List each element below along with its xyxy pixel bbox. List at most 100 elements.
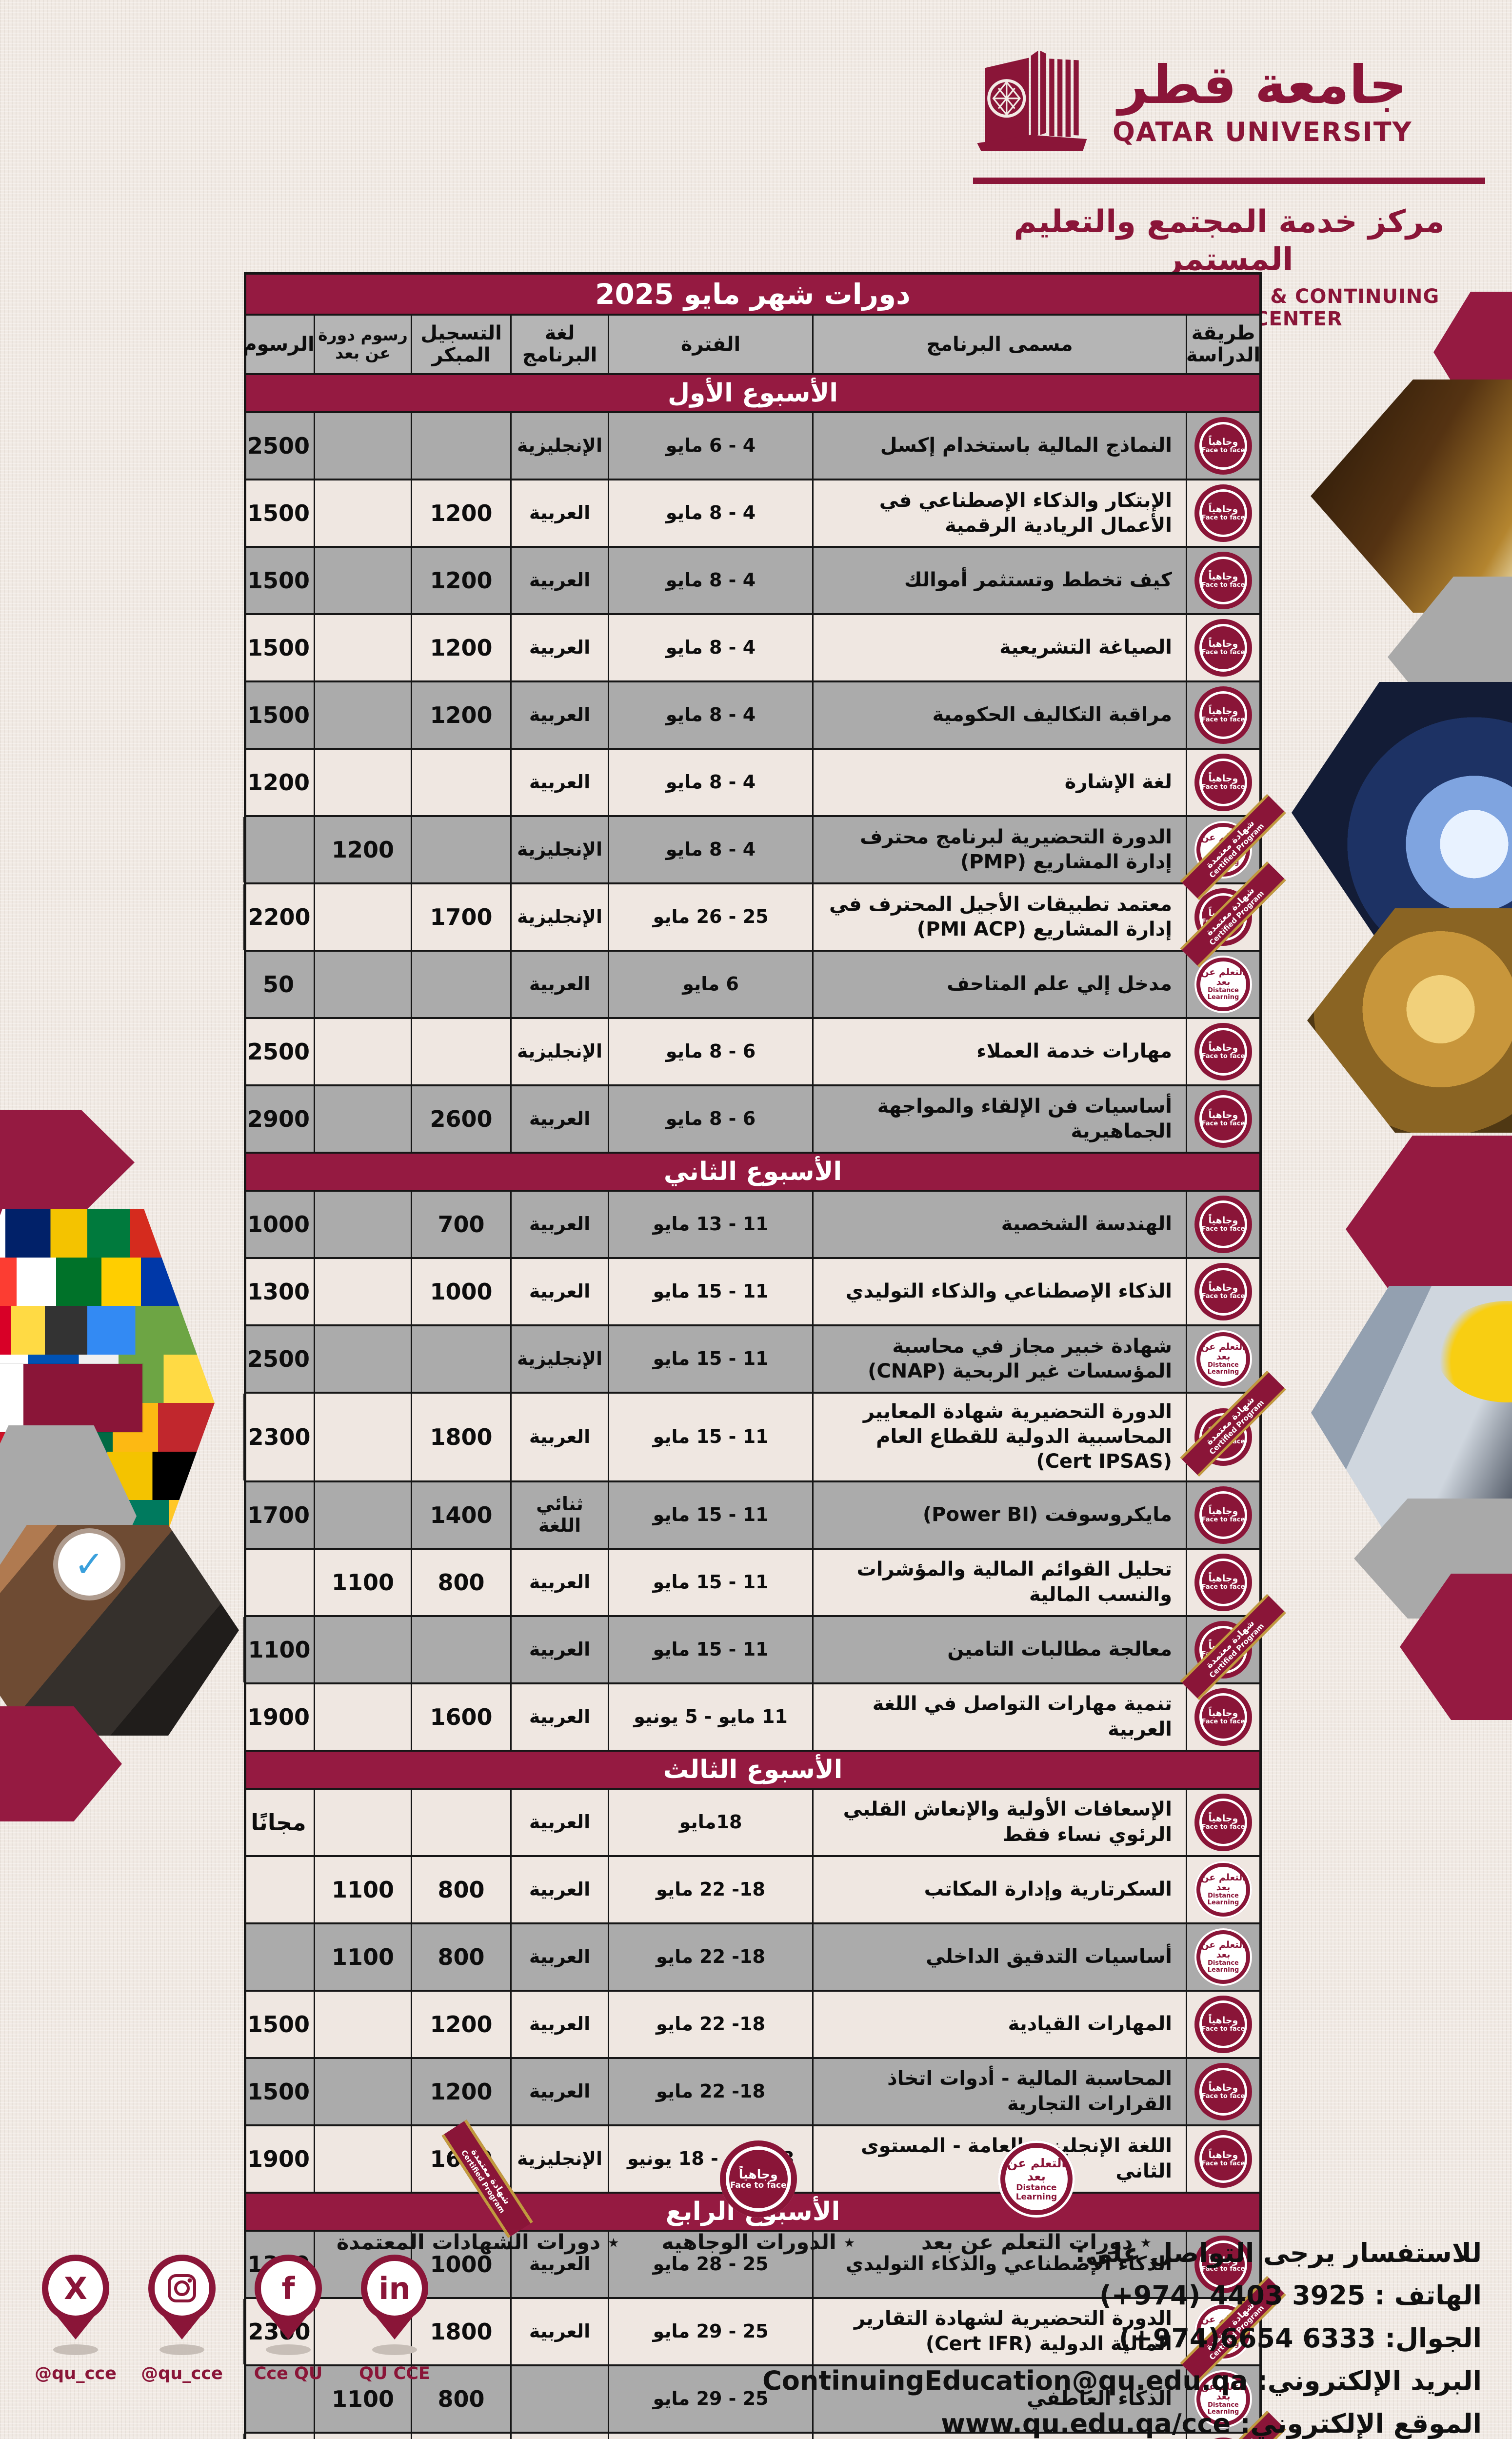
program-name: شهادة خبير مجاز في محاسبة المؤسسات غير ا…	[812, 1326, 1186, 1392]
face-to-face-icon: وجاهياً Face to face	[1194, 1688, 1252, 1746]
fee	[243, 817, 314, 882]
period: 18- 22 مايو	[608, 1991, 812, 2057]
course-row: التعلم عن بعد Distance Learning مدخل إلي…	[246, 952, 1259, 1019]
fee	[243, 1857, 314, 1922]
early-registration-fee: 1400	[411, 1482, 510, 1548]
face-to-face-icon: وجاهياً Face to face	[1194, 1263, 1252, 1320]
program-name: معتمد تطبيقات الأجيل المحترف في إدارة ال…	[812, 884, 1186, 950]
x-icon: X	[42, 2255, 109, 2340]
fee: 1500	[247, 2078, 310, 2105]
fee: 2300	[243, 1394, 314, 1480]
face-to-face-icon: وجاهياً Face to face	[1194, 754, 1252, 811]
language: العربية	[510, 1857, 608, 1922]
decor-arrow-left-1	[0, 1110, 135, 1215]
instagram-icon	[148, 2255, 216, 2340]
remote-course-fee	[314, 615, 411, 680]
remote-course-fee: 1100	[314, 1857, 411, 1922]
program-name: الذكاء العاطفي	[812, 2366, 1186, 2432]
social-instagram[interactable]: @qu_cce	[140, 2255, 223, 2383]
social-linkedin[interactable]: in QU CCE	[353, 2255, 436, 2383]
distance-learning-icon: التعلم عن بعد Distance Learning	[1194, 2370, 1252, 2428]
email-address[interactable]: ContinuingEducation@qu.edu.qa	[762, 2365, 1248, 2397]
program-name: الهندسة الشخصية	[812, 1192, 1186, 1257]
course-row: وجاهياً Face to face الإبتكار والذكاء ال…	[246, 480, 1259, 548]
fee: 1900	[247, 2145, 310, 2172]
contact-website: الموقع الإلكتروني: www.qu.edu.qa/cce	[941, 2408, 1482, 2439]
program-name: المهارات القيادية	[812, 1991, 1186, 2057]
fee: 1300	[247, 1279, 310, 1305]
remote-course-fee	[314, 1482, 411, 1548]
phone-number: (+974) 4403 3925	[1099, 2280, 1366, 2311]
program-name: مراقبة التكاليف الحكومية	[812, 682, 1186, 748]
mobile-number: (+974)6654 6333	[1118, 2322, 1376, 2354]
language: العربية	[510, 750, 608, 815]
program-name: السكرتارية وإدارة المكاتب	[812, 1857, 1186, 1922]
language: العربية	[510, 1924, 608, 1990]
face-to-face-icon: وجاهياً Face to face	[1194, 1995, 1252, 2053]
language: الإنجليزية	[510, 817, 608, 882]
contact-email: البريد الإلكتروني: ContinuingEducation@q…	[762, 2365, 1482, 2397]
early-registration-fee: 1200	[411, 480, 510, 546]
language: العربية	[510, 2299, 608, 2364]
remote-course-fee	[314, 2299, 411, 2364]
remote-course-fee: 1200	[314, 817, 411, 882]
language	[510, 2366, 608, 2432]
fee: 1100	[243, 1617, 314, 1682]
week-rows: وجاهياً Face to face الإسعافات الأولية و…	[243, 1789, 1259, 2194]
university-name-english: QATAR UNIVERSITY	[1113, 117, 1413, 148]
study-method-cell: وجاهياً Face to face	[1186, 2059, 1259, 2124]
study-method-cell: وجاهياً Face to face	[1186, 1086, 1259, 1152]
remote-course-fee: 1100	[314, 2366, 411, 2432]
program-name: أساسيات التدقيق الداخلي	[812, 1924, 1186, 1990]
distance-learning-icon: التعلم عن بعد Distance Learning	[997, 2140, 1075, 2218]
remote-course-fee	[314, 2231, 411, 2297]
contact-block: للاستفسار يرجى التواصل على: الهاتف : (+9…	[692, 2232, 1482, 2439]
remote-course-fee	[314, 548, 411, 613]
course-row: التعلم عن بعد Distance Learning أساسيات …	[246, 1924, 1259, 1992]
course-row: التعلم عن بعد Distance Learning الذكاء ا…	[246, 2366, 1259, 2434]
program-name: كيف تخطط وتستثمر أموالك	[812, 548, 1186, 613]
study-method-cell: وجاهياً Face to face	[1186, 615, 1259, 680]
fee: 50	[263, 971, 295, 998]
face-to-face-icon: وجاهياً Face to face	[1194, 2235, 1252, 2293]
contact-mobile: الجوال: (+974)6654 6333	[1118, 2322, 1482, 2354]
course-row: وجاهياً Face to face معتمد تطبيقات الأجي…	[243, 861, 1286, 967]
linkedin-handle: QU CCE	[359, 2364, 430, 2383]
social-facebook[interactable]: f Cce QU	[247, 2255, 330, 2383]
face-to-face-icon: وجاهياً Face to face	[1194, 1090, 1252, 1148]
social-links: X @qu_cce @qu_cce f Cce QU	[34, 2255, 436, 2383]
period: 4 - 8 مايو	[608, 615, 812, 680]
early-registration-fee: 1800	[411, 2299, 510, 2364]
face-to-face-icon: وجاهياً Face to face	[1194, 2130, 1252, 2188]
remote-course-fee	[314, 1394, 411, 1480]
early-registration-fee	[411, 1019, 510, 1084]
period: 25 - 29 مايو	[608, 2366, 812, 2432]
program-name: تحليل القوائم المالية والمؤشرات والنسب ا…	[812, 1549, 1186, 1615]
week-band-label: الأسبوع الثاني	[246, 1154, 1259, 1192]
course-row: وجاهياً Face to face تحليل القوائم المال…	[246, 1549, 1259, 1617]
early-registration-fee	[411, 817, 510, 882]
early-registration-fee	[411, 952, 510, 1017]
face-to-face-icon: وجاهياً Face to face	[1194, 1793, 1252, 1851]
course-row: وجاهياً Face to face كيف تخطط وتستثمر أم…	[246, 548, 1259, 615]
remote-course-fee	[314, 1326, 411, 1392]
program-name: الإكتتاب في التأمين	[812, 2433, 1186, 2439]
facebook-icon: f	[255, 2255, 322, 2340]
period: 11 - 15 مايو	[608, 1326, 812, 1392]
face-to-face-icon: وجاهياً Face to face	[719, 2140, 797, 2218]
certificate-check-icon: ✓	[58, 1533, 120, 1596]
face-to-face-icon: وجاهياً Face to face	[1194, 417, 1252, 475]
face-to-face-icon: وجاهياً Face to face	[1194, 1486, 1252, 1544]
contact-phone: الهاتف : (+974) 4403 3925	[1099, 2280, 1482, 2311]
study-method-cell: وجاهياً Face to face	[1186, 1789, 1259, 1855]
program-name: الذكاء الإصطناعي والذكاء التوليدي	[812, 1259, 1186, 1324]
website-url[interactable]: www.qu.edu.qa/cce	[941, 2408, 1231, 2439]
study-method-cell: وجاهياً Face to face	[1186, 1991, 1259, 2057]
week-rows: وجاهياً Face to face الذكاء الإصطناعي وا…	[243, 2231, 1286, 2439]
course-row: التعلم عن بعد Distance Learning شهادة خب…	[246, 1326, 1259, 1394]
certified-program-icon: شهادة معتمدة Certified Program	[429, 2119, 533, 2239]
early-registration-fee	[411, 413, 510, 479]
program-name: لغة الإشارة	[812, 750, 1186, 815]
social-x[interactable]: X @qu_cce	[34, 2255, 117, 2383]
language: العربية	[510, 1991, 608, 2057]
